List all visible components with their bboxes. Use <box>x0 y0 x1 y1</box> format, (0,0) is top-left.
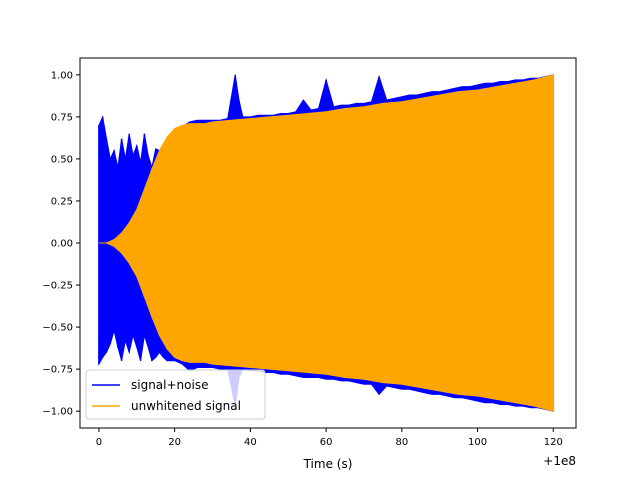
y-tick-label: 0.50 <box>51 154 73 165</box>
x-tick-label: 100 <box>468 437 487 448</box>
y-tick-label: −0.50 <box>42 323 73 334</box>
y-tick-label: −1.00 <box>42 407 73 418</box>
legend-label-signal-noise: signal+noise <box>131 378 208 392</box>
x-axis-label: Time (s) <box>303 457 353 471</box>
x-tick-label: 60 <box>320 437 333 448</box>
y-tick-label: 0.25 <box>51 196 73 207</box>
x-tick-label: 80 <box>395 437 408 448</box>
y-tick-label: 0.75 <box>51 112 73 123</box>
y-tick-label: −0.75 <box>42 365 73 376</box>
legend: signal+noise unwhitened signal <box>85 369 266 420</box>
legend-label-unwhitened-signal: unwhitened signal <box>131 399 241 413</box>
legend-box <box>85 369 266 420</box>
x-axis-ticks: 0 20 40 60 80 100 120 <box>96 428 563 448</box>
x-axis-offset-label: +1e8 <box>543 454 576 468</box>
y-axis-ticks: −1.00 −0.75 −0.50 −0.25 0.00 0.25 0.50 0.75 1.00 <box>42 70 80 418</box>
series-layer <box>98 74 555 412</box>
y-tick-label: −0.25 <box>42 281 73 292</box>
x-tick-label: 120 <box>544 437 563 448</box>
y-tick-label: 1.00 <box>51 70 73 81</box>
x-tick-label: 0 <box>96 437 102 448</box>
y-tick-label: 0.00 <box>51 239 73 250</box>
x-tick-label: 40 <box>244 437 257 448</box>
x-tick-label: 20 <box>168 437 181 448</box>
